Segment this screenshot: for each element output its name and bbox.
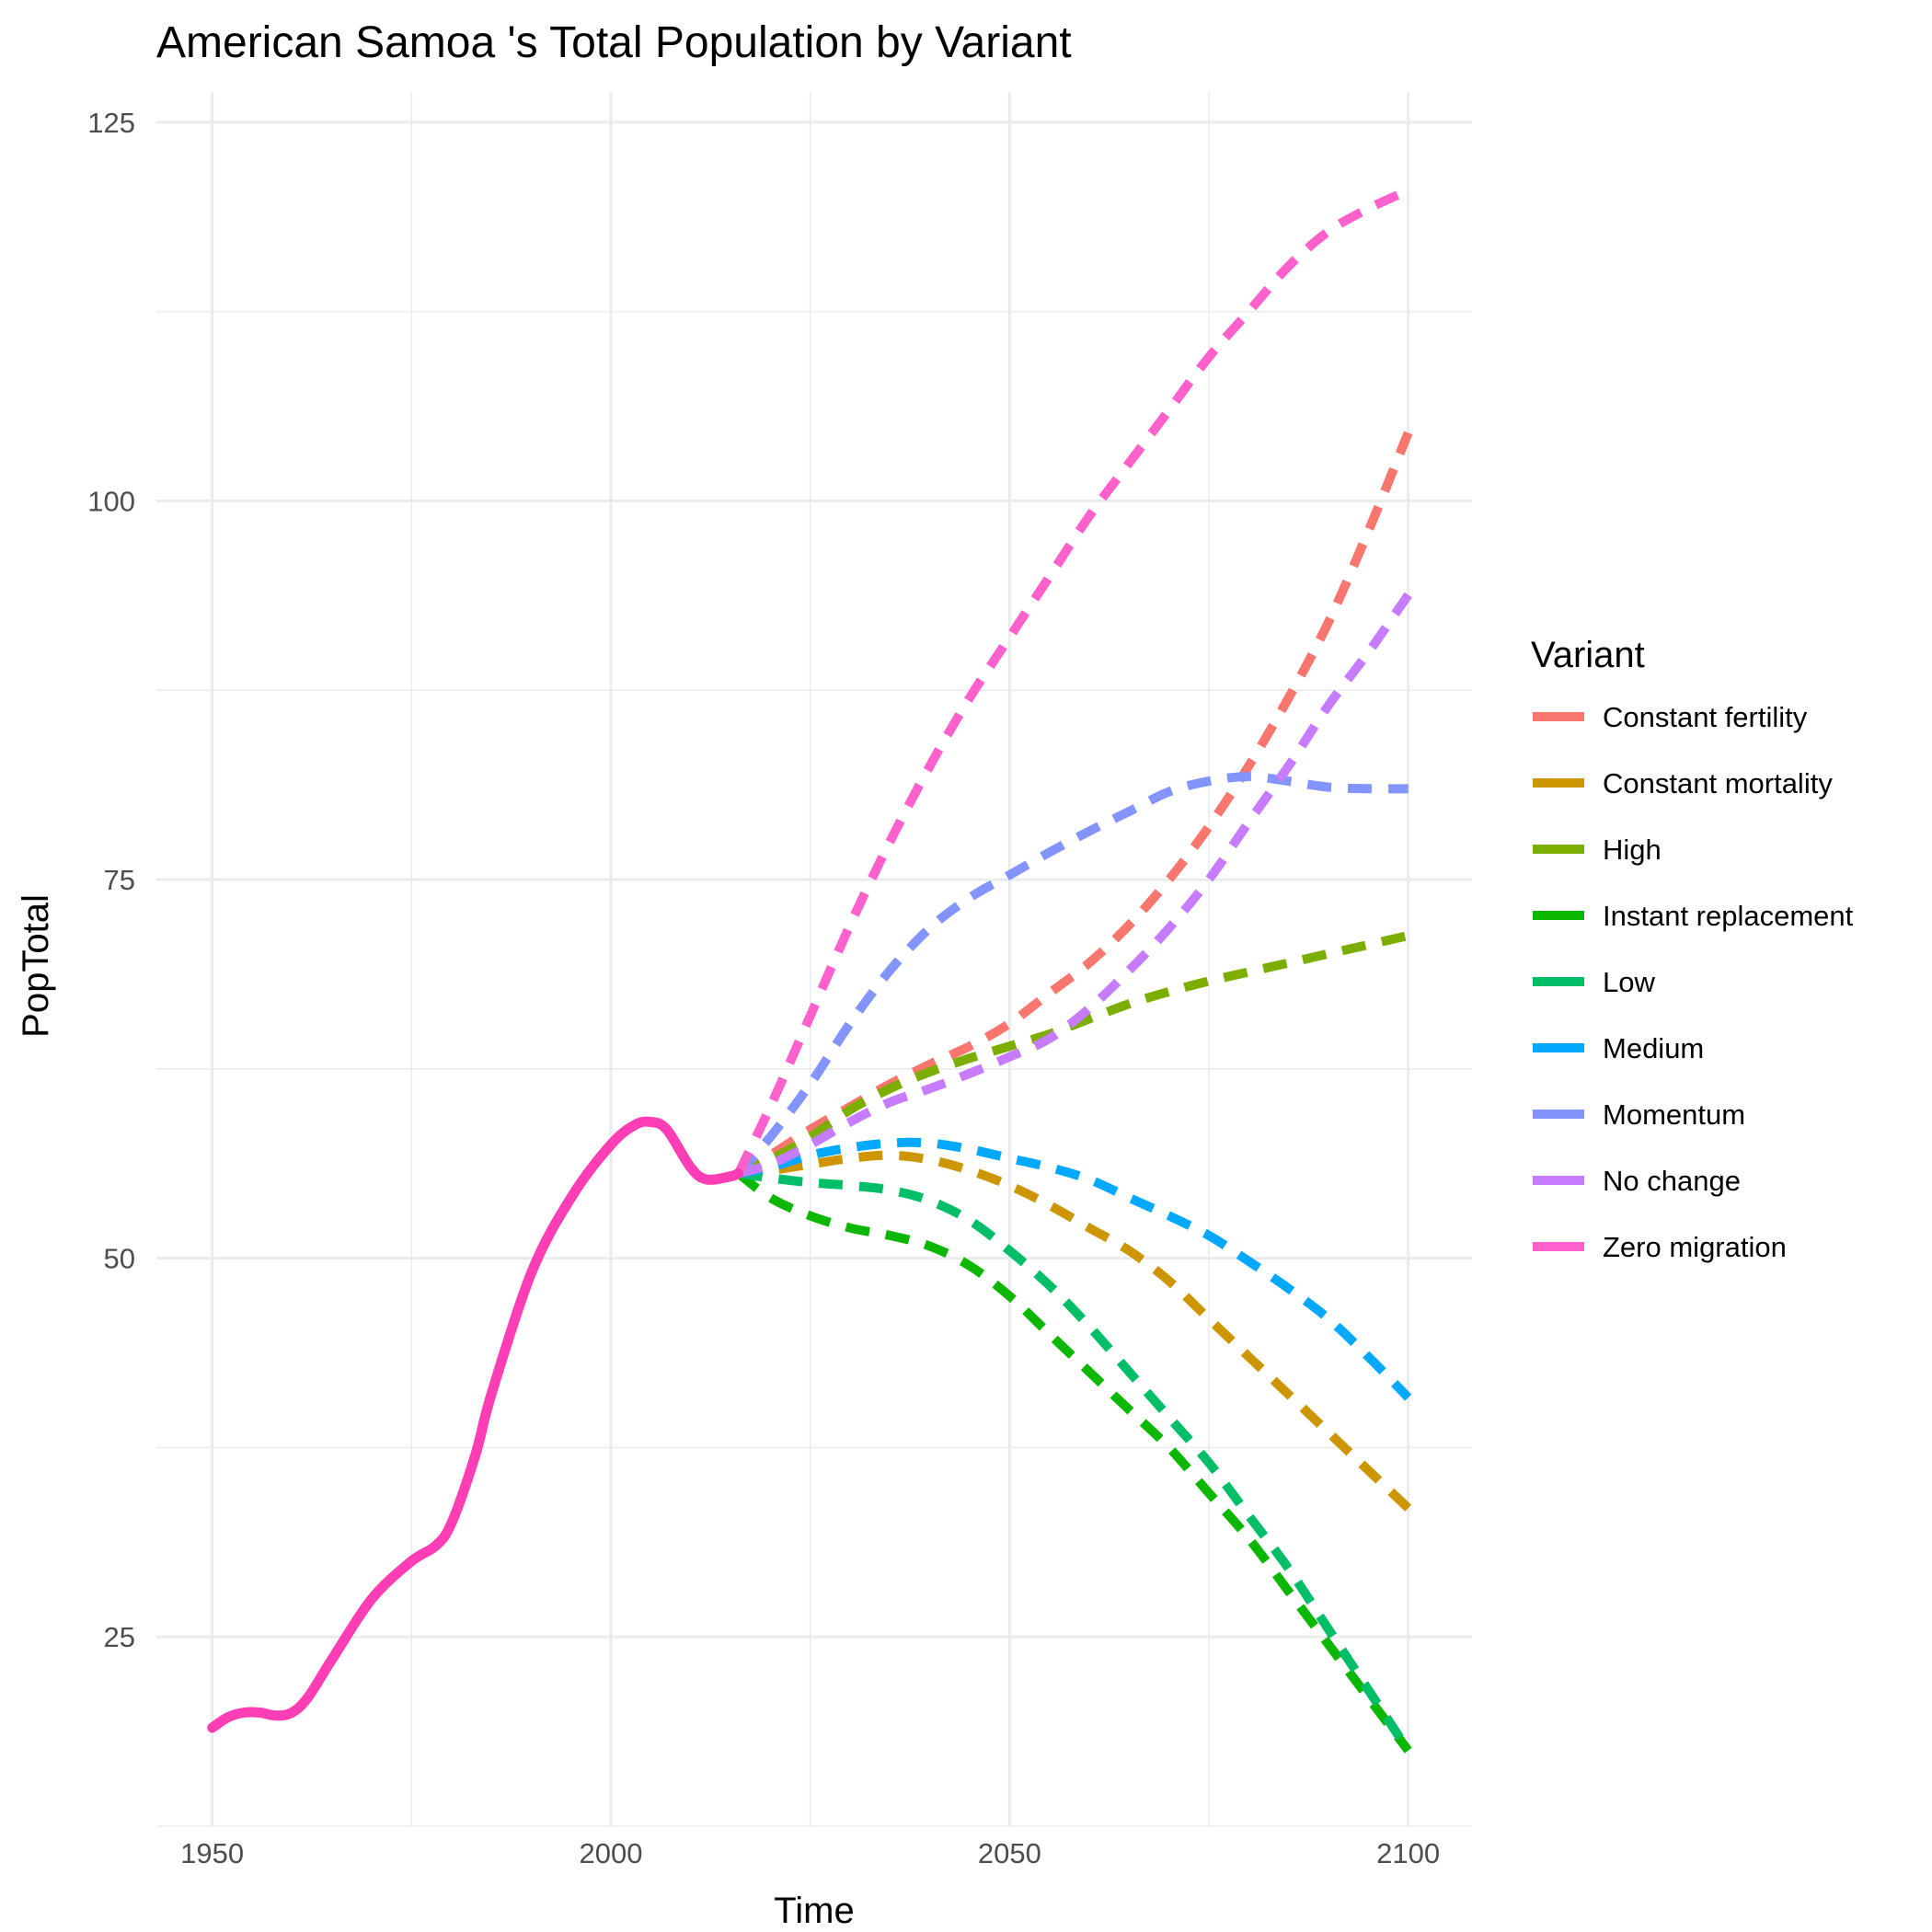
x-tick-label: 2050 — [978, 1837, 1041, 1869]
series-line-high — [736, 931, 1409, 1179]
series-layer — [207, 186, 1413, 1754]
y-tick-label: 50 — [104, 1243, 135, 1275]
chart-title: American Samoa 's Total Population by Va… — [156, 18, 1072, 67]
legend-label-instant-replacement: Instant replacement — [1603, 900, 1854, 932]
legend-label-high: High — [1603, 834, 1662, 866]
legend-label-constant-fertility: Constant fertility — [1603, 701, 1808, 733]
legend-label-constant-mortality: Constant mortality — [1603, 767, 1833, 799]
series-line-no-change — [737, 592, 1412, 1179]
y-tick-label: 25 — [104, 1621, 135, 1653]
legend-label-zero-migration: Zero migration — [1603, 1231, 1787, 1263]
series-line-historical — [207, 1116, 744, 1733]
x-axis-title: Time — [774, 1891, 854, 1931]
y-tick-label: 125 — [87, 107, 135, 139]
grid-layer — [156, 92, 1472, 1827]
y-axis-title: PopTotal — [16, 894, 56, 1038]
series-line-constant-fertility — [736, 431, 1413, 1178]
legend-label-momentum: Momentum — [1603, 1098, 1745, 1131]
legend-title: Variant — [1531, 635, 1645, 675]
legend: Variant Constant fertility Constant morta… — [1531, 635, 1854, 1263]
series-line-zero-migration — [734, 186, 1410, 1176]
series-line-instant-replacement — [735, 1169, 1412, 1754]
y-tick-label: 75 — [104, 864, 135, 896]
tick-layer: 1950 2000 2050 2100 25 50 75 100 125 — [87, 107, 1440, 1869]
series-line-medium — [737, 1137, 1412, 1401]
x-tick-label: 1950 — [180, 1837, 244, 1869]
y-tick-label: 100 — [87, 485, 135, 517]
legend-label-low: Low — [1603, 966, 1655, 998]
series-line-momentum — [734, 772, 1409, 1177]
legend-items: Constant fertility Constant mortality High… — [1533, 701, 1854, 1263]
x-tick-label: 2000 — [580, 1837, 643, 1869]
series-line-constant-mortality — [738, 1150, 1412, 1512]
x-tick-label: 2100 — [1376, 1837, 1440, 1869]
legend-label-medium: Medium — [1603, 1032, 1704, 1064]
series-line-low — [737, 1168, 1412, 1754]
legend-label-no-change: No change — [1603, 1165, 1741, 1197]
